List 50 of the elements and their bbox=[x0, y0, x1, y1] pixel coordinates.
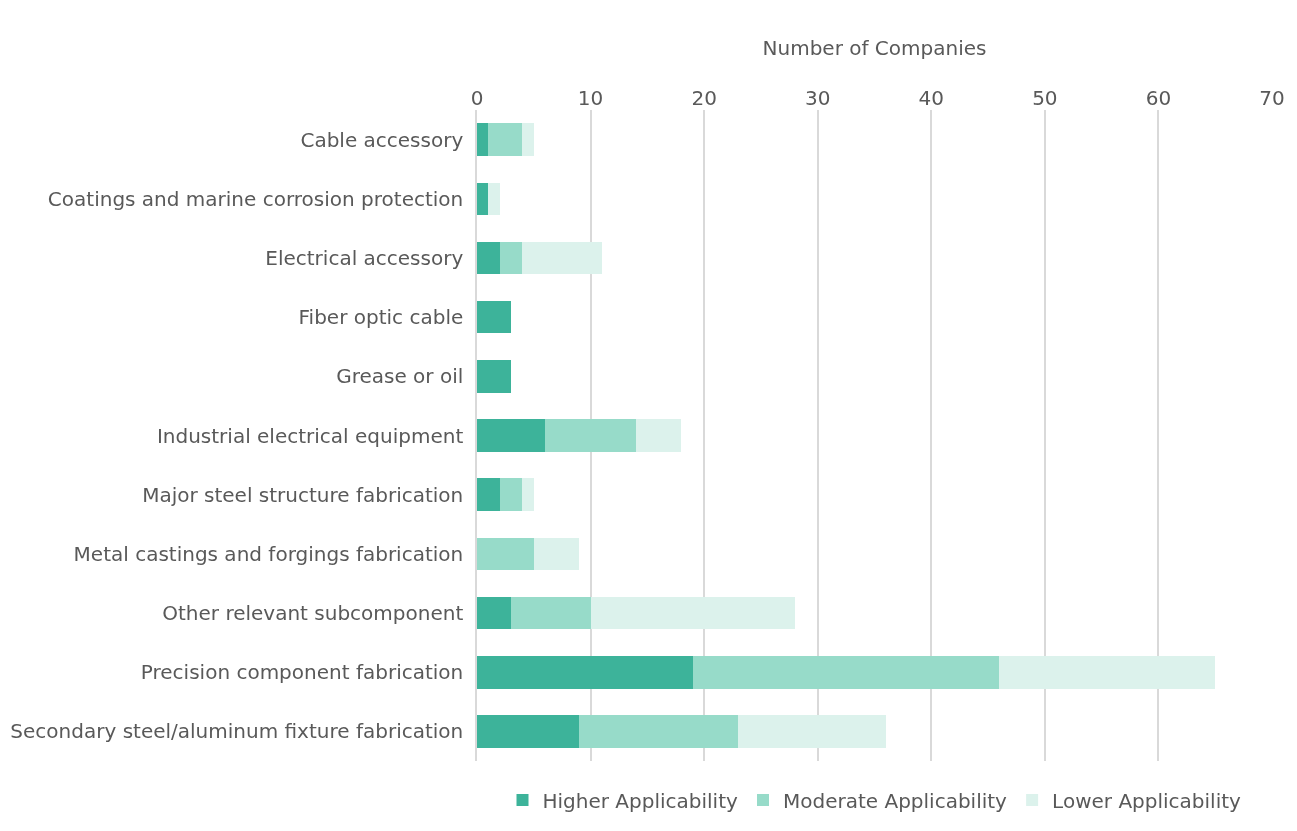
y-tick-label: Other relevant subcomponent bbox=[162, 601, 464, 626]
bar bbox=[738, 715, 886, 748]
bar bbox=[477, 123, 489, 156]
bar bbox=[636, 419, 682, 452]
bar bbox=[477, 182, 489, 216]
bar bbox=[511, 596, 591, 630]
y-tick-label: Cable accessory bbox=[300, 127, 464, 152]
y-tick-label: Electrical accessory bbox=[265, 245, 464, 270]
y-tick-label: Precision component fabrication bbox=[140, 660, 464, 685]
bar bbox=[477, 360, 512, 393]
y-tick-label: Secondary steel/aluminum fixture fabrication bbox=[10, 719, 464, 744]
x-tick-label: 20 bbox=[691, 86, 717, 110]
bar bbox=[533, 537, 580, 571]
bar bbox=[477, 419, 546, 452]
bar bbox=[499, 478, 523, 511]
bar bbox=[499, 241, 523, 275]
y-tick-label: Metal castings and forgings fabrication bbox=[73, 541, 464, 566]
legend-label: Moderate Applicability bbox=[783, 788, 1008, 813]
bar bbox=[477, 596, 512, 630]
bar bbox=[477, 241, 500, 275]
legend-label: Lower Applicability bbox=[1052, 788, 1242, 813]
x-tick-label: 0 bbox=[470, 86, 484, 110]
bar bbox=[522, 478, 534, 511]
bar bbox=[477, 655, 693, 689]
bar bbox=[477, 715, 580, 748]
bar bbox=[999, 655, 1216, 689]
bar bbox=[477, 300, 512, 334]
bar bbox=[477, 478, 500, 511]
legend-label: Higher Applicability bbox=[542, 788, 738, 813]
y-tick-label: Industrial electrical equipment bbox=[156, 423, 464, 448]
x-axis-title: Number of Companies bbox=[762, 35, 987, 60]
y-tick-label: Major steel structure fabrication bbox=[142, 482, 464, 507]
bar bbox=[579, 715, 739, 748]
bar bbox=[545, 419, 636, 452]
bar bbox=[488, 123, 523, 156]
x-tick-label: 30 bbox=[804, 86, 831, 110]
bar bbox=[522, 123, 534, 156]
x-tick-label: 50 bbox=[1032, 86, 1058, 110]
bar bbox=[522, 241, 602, 275]
x-tick-label: 10 bbox=[577, 86, 604, 110]
bar bbox=[692, 655, 1000, 689]
bar bbox=[477, 537, 534, 571]
y-tick-label: Fiber optic cable bbox=[298, 305, 464, 330]
bar bbox=[590, 596, 795, 630]
x-tick-label: 40 bbox=[918, 86, 945, 110]
y-tick-label: Grease or oil bbox=[336, 364, 464, 389]
x-tick-label: 60 bbox=[1145, 86, 1172, 110]
bar bbox=[488, 182, 500, 216]
x-tick-label: 70 bbox=[1259, 86, 1285, 110]
y-tick-label: Coatings and marine corrosion protection bbox=[47, 186, 464, 211]
